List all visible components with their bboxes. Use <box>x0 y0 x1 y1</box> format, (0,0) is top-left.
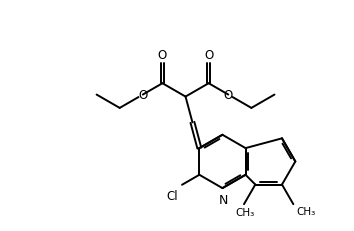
Text: O: O <box>138 89 147 102</box>
Text: O: O <box>204 49 213 62</box>
Text: O: O <box>158 49 167 62</box>
Text: CH₃: CH₃ <box>296 206 315 216</box>
Text: N: N <box>219 193 228 206</box>
Text: O: O <box>224 89 233 102</box>
Text: CH₃: CH₃ <box>235 207 255 217</box>
Text: Cl: Cl <box>166 189 178 202</box>
